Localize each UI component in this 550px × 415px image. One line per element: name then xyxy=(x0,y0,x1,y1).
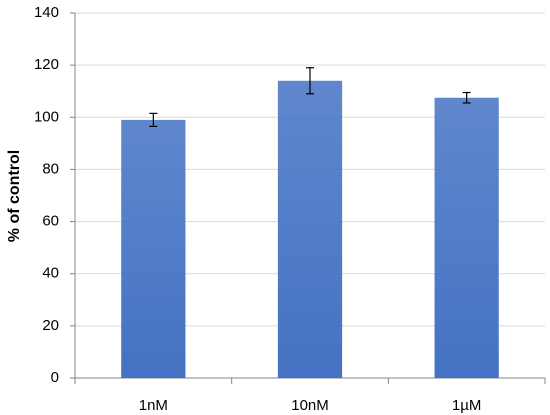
y-tick-label: 40 xyxy=(42,265,59,282)
y-tick-label: 80 xyxy=(42,160,59,177)
x-tick-label: 1nM xyxy=(139,397,168,414)
error-bar xyxy=(306,67,314,95)
y-tick-label: 20 xyxy=(42,317,59,334)
y-tick-label: 0 xyxy=(51,369,59,386)
y-axis-label: % of control xyxy=(6,150,23,242)
bar xyxy=(121,119,186,379)
bar xyxy=(277,80,343,379)
error-bar xyxy=(462,91,471,104)
y-tick-label: 100 xyxy=(34,108,59,125)
x-tick-label: 1µM xyxy=(452,397,481,414)
error-bar xyxy=(149,112,158,128)
bar xyxy=(434,97,499,378)
y-tick-label: 60 xyxy=(42,213,59,230)
x-tick-label: 10nM xyxy=(291,397,329,414)
y-tick-label: 120 xyxy=(34,56,59,73)
y-tick-label: 140 xyxy=(34,4,59,21)
